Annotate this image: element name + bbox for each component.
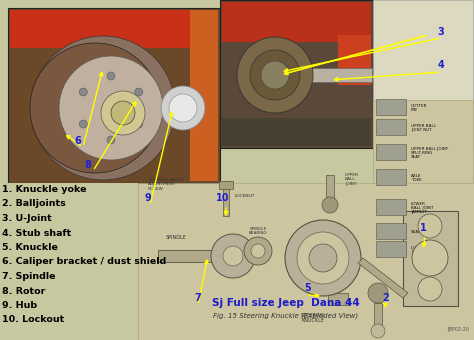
- Text: 6. Caliper bracket / dust shield: 6. Caliper bracket / dust shield: [2, 257, 166, 267]
- Circle shape: [223, 246, 243, 266]
- Bar: [222, 2, 371, 42]
- Text: UPPER BALL JOINT
SPLIT-RING
SEAT: UPPER BALL JOINT SPLIT-RING SEAT: [411, 147, 448, 159]
- Text: 1. Knuckle yoke: 1. Knuckle yoke: [2, 185, 86, 194]
- Bar: [376, 223, 406, 239]
- Bar: [326, 175, 334, 205]
- Bar: [8, 8, 220, 183]
- Bar: [376, 169, 406, 185]
- Text: UPPER BALL
JOINT NUT: UPPER BALL JOINT NUT: [411, 124, 436, 132]
- Text: 2. Balljoints: 2. Balljoints: [2, 200, 66, 208]
- Text: 7: 7: [195, 293, 201, 303]
- Circle shape: [79, 120, 87, 128]
- Bar: [222, 118, 371, 146]
- Bar: [376, 99, 406, 115]
- Polygon shape: [358, 258, 408, 298]
- Text: COTTER
PIN: COTTER PIN: [411, 104, 428, 112]
- Bar: [220, 0, 373, 148]
- Bar: [133, 100, 188, 116]
- Bar: [285, 253, 323, 263]
- Circle shape: [371, 324, 385, 338]
- Bar: [0, 183, 138, 340]
- Text: 6: 6: [74, 136, 82, 146]
- Circle shape: [237, 37, 313, 113]
- Text: 4. Stub shaft: 4. Stub shaft: [2, 228, 71, 238]
- Text: 3: 3: [438, 27, 444, 37]
- Text: 10. Lockout: 10. Lockout: [2, 316, 64, 324]
- Text: LOWER
BALL JOINT
JAMNUT: LOWER BALL JOINT JAMNUT: [411, 202, 434, 214]
- Circle shape: [211, 234, 255, 278]
- Text: SEAL: SEAL: [411, 230, 421, 234]
- Circle shape: [169, 94, 197, 122]
- Bar: [138, 183, 474, 340]
- Circle shape: [111, 101, 135, 125]
- Bar: [190, 10, 218, 181]
- Circle shape: [101, 91, 145, 135]
- Bar: [374, 303, 382, 331]
- Bar: [373, 100, 473, 260]
- Text: 8. Rotor: 8. Rotor: [2, 287, 46, 295]
- Text: 10: 10: [216, 193, 230, 203]
- Text: LOCKNUT: LOCKNUT: [235, 194, 255, 198]
- Text: 3. U-Joint: 3. U-Joint: [2, 214, 52, 223]
- Circle shape: [418, 277, 442, 301]
- Bar: [328, 293, 348, 305]
- Bar: [373, 0, 473, 148]
- Bar: [376, 241, 406, 257]
- Bar: [403, 211, 458, 306]
- Bar: [376, 144, 406, 160]
- Circle shape: [161, 86, 205, 130]
- Circle shape: [251, 244, 265, 258]
- Circle shape: [31, 36, 175, 180]
- Text: 5: 5: [305, 283, 311, 293]
- Text: SPINDLE: SPINDLE: [165, 235, 186, 240]
- Circle shape: [30, 43, 160, 173]
- Text: 1: 1: [419, 223, 427, 233]
- Bar: [223, 181, 229, 216]
- Circle shape: [135, 120, 143, 128]
- Bar: [376, 119, 406, 135]
- Circle shape: [135, 88, 143, 96]
- Text: SPINDLE
BEARING: SPINDLE BEARING: [249, 227, 267, 235]
- Circle shape: [107, 72, 115, 80]
- Circle shape: [107, 136, 115, 144]
- Text: 4: 4: [438, 60, 444, 70]
- Circle shape: [244, 237, 272, 265]
- Circle shape: [368, 283, 388, 303]
- Text: JBP02-20: JBP02-20: [447, 327, 469, 332]
- Bar: [10, 10, 218, 48]
- Circle shape: [59, 56, 163, 160]
- Circle shape: [418, 214, 442, 238]
- Text: AXLE
YOKE: AXLE YOKE: [411, 174, 422, 182]
- Bar: [219, 181, 233, 189]
- Circle shape: [297, 232, 349, 284]
- Bar: [338, 35, 371, 85]
- Text: TURNING ANGLE
ADJUSTMENT
SCREW: TURNING ANGLE ADJUSTMENT SCREW: [148, 178, 184, 191]
- Text: 7. Spindle: 7. Spindle: [2, 272, 55, 281]
- Circle shape: [412, 240, 448, 276]
- Circle shape: [285, 220, 361, 296]
- Text: 2: 2: [383, 293, 389, 303]
- Text: 9. Hub: 9. Hub: [2, 301, 37, 310]
- Bar: [287, 68, 372, 82]
- Text: Fig. 15 Steering Knuckle (Exploded View): Fig. 15 Steering Knuckle (Exploded View): [213, 312, 358, 319]
- Text: LOWER BALL
JOINT: LOWER BALL JOINT: [411, 246, 438, 254]
- Text: 9: 9: [145, 193, 151, 203]
- Text: 5. Knuckle: 5. Knuckle: [2, 243, 58, 252]
- Text: 8: 8: [84, 160, 91, 170]
- Bar: [376, 199, 406, 215]
- Text: UPPER
BALL
JOINT: UPPER BALL JOINT: [345, 173, 359, 186]
- Text: STEERING
KNUCKLE: STEERING KNUCKLE: [301, 313, 325, 323]
- Circle shape: [309, 244, 337, 272]
- Circle shape: [261, 61, 289, 89]
- Bar: [158, 250, 233, 262]
- Text: Sj Full size Jeep  Dana 44: Sj Full size Jeep Dana 44: [212, 298, 360, 308]
- Circle shape: [79, 88, 87, 96]
- Circle shape: [250, 50, 300, 100]
- Circle shape: [322, 197, 338, 213]
